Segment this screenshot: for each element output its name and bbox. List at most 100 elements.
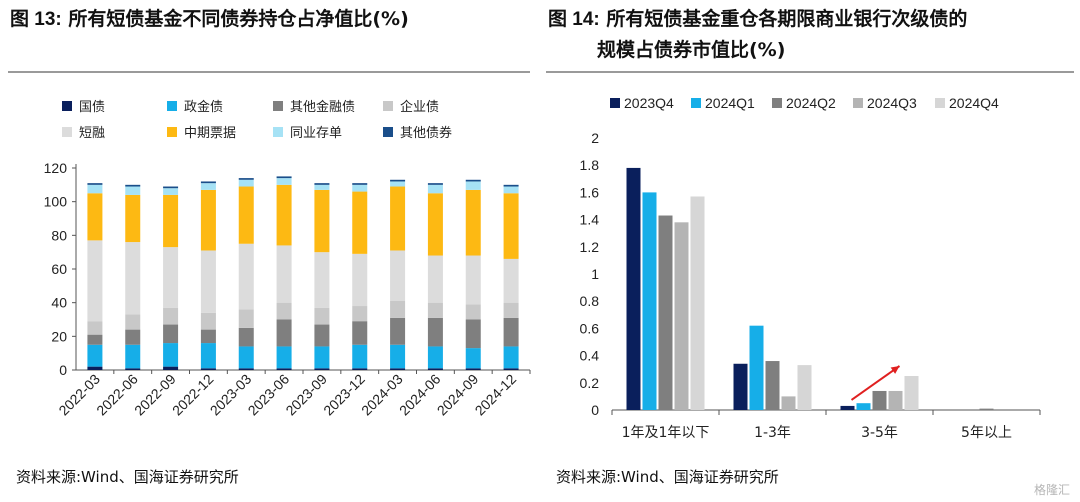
bar-segment-2024-09-5: [465, 255, 481, 305]
bar-segment-2022-06-1: [125, 368, 141, 370]
y-tick-label: 1: [591, 266, 599, 282]
y-tick-label: 2: [591, 130, 599, 146]
bar-segment-2022-09-3: [163, 324, 179, 344]
bar-segment-2022-03-1: [87, 366, 103, 370]
bar-segment-2023-06-5: [276, 245, 292, 303]
bar-segment-2022-12-3: [200, 329, 216, 344]
bar-segment-2023-06-6: [276, 184, 292, 246]
red-arrow-head: [890, 366, 900, 374]
bar-segment-2023-12-5: [352, 253, 368, 307]
right-bars: [626, 167, 994, 410]
bar-segment-2022-03-6: [87, 193, 103, 241]
bar-segment-2024-12-1: [503, 368, 519, 370]
bar-segment-2022-03-7: [87, 184, 103, 194]
legend-swatch-5: [62, 127, 72, 137]
left-chart-title: 图 13: 所有短债基金不同债券持仓占净值比(%): [10, 4, 530, 35]
bar-segment-2024-12-4: [503, 302, 519, 318]
bar-segment-2024-09-3: [465, 319, 481, 349]
legend-swatch-2: [167, 101, 177, 111]
bar-segment-2022-09-5: [163, 247, 179, 308]
bar-segment-2023-12-8: [352, 183, 368, 185]
left-source-note: 资料来源:Wind、国海证券研究所: [16, 468, 239, 486]
y-tick-label: 20: [51, 328, 67, 344]
bar-segment-2022-03-3: [87, 334, 103, 345]
legend-label-2023Q4: 2023Q4: [624, 95, 674, 111]
x-tick-label: 2024-12: [472, 371, 520, 419]
bar-segment-2023-06-1: [276, 368, 292, 370]
left-bars: [87, 176, 519, 370]
legend-swatch-2024Q2: [772, 98, 782, 108]
bar-segment-2022-06-7: [125, 186, 141, 195]
bar-segment-2023-12-1: [352, 368, 368, 370]
right-legend: 2023Q4 2024Q1 2024Q2 2024Q3 2024Q4: [610, 95, 999, 111]
bar-segment-2024-06-6: [427, 193, 443, 256]
bar-segment-2023-03-6: [238, 186, 254, 244]
bar-3-5年-2024Q4: [904, 376, 919, 410]
right-title-text: 所有短债基金重仓各期限商业银行次级债的: [606, 8, 968, 30]
bar-segment-2022-06-6: [125, 194, 141, 243]
legend-label-6: 中期票据: [184, 126, 236, 141]
bar-1年及1年以下-2023Q4: [626, 167, 641, 410]
legend-swatch-2024Q3: [853, 98, 863, 108]
bar-segment-2023-06-2: [276, 346, 292, 369]
bar-segment-2023-03-3: [238, 327, 254, 347]
bar-segment-2024-09-1: [465, 368, 481, 370]
y-tick-label: 1.8: [580, 157, 600, 173]
bar-segment-2023-09-1: [314, 368, 330, 370]
x-tick-label: 1-3年: [754, 425, 791, 441]
left-title-prefix: 图 13:: [10, 9, 62, 30]
bar-segment-2022-06-4: [125, 314, 141, 330]
legend-swatch-1: [62, 101, 72, 111]
bar-segment-2023-06-7: [276, 178, 292, 185]
bar-segment-2022-12-7: [200, 183, 216, 190]
y-tick-label: 0.6: [580, 320, 600, 336]
bar-segment-2024-09-7: [465, 181, 481, 190]
bar-segment-2023-06-4: [276, 302, 292, 320]
bar-segment-2024-12-6: [503, 193, 519, 259]
bar-1-3年-2024Q1: [749, 325, 764, 410]
bar-segment-2022-12-2: [200, 343, 216, 369]
bar-segment-2024-03-4: [390, 300, 406, 318]
watermark-logo: 格隆汇: [1033, 483, 1070, 497]
bar-segment-2024-03-1: [390, 368, 406, 370]
y-tick-label: 0.2: [580, 375, 600, 391]
y-tick-label: 80: [51, 227, 67, 243]
bar-segment-2022-12-4: [200, 312, 216, 330]
legend-swatch-2024Q4: [935, 98, 945, 108]
bar-segment-2024-12-3: [503, 317, 519, 347]
legend-swatch-3: [273, 101, 283, 111]
bar-segment-2022-03-5: [87, 240, 103, 322]
bar-segment-2024-03-8: [390, 179, 406, 182]
right-title-prefix: 图 14:: [548, 9, 600, 30]
right-title-line2: 规模占债券市值比(%): [597, 39, 786, 61]
bar-segment-2023-09-4: [314, 307, 330, 325]
bar-segment-2024-06-3: [427, 317, 443, 347]
y-tick-label: 40: [51, 295, 67, 311]
bar-segment-2023-12-2: [352, 344, 368, 369]
bar-segment-2022-03-2: [87, 344, 103, 367]
bar-segment-2024-09-8: [465, 179, 481, 182]
right-title-rule: [546, 71, 1074, 73]
bar-segment-2024-06-2: [427, 346, 443, 369]
right-grouped-bar-chart: 2023Q4 2024Q1 2024Q2 2024Q3 2024Q4 0 0.2 0.4 0.…: [580, 95, 1041, 441]
bar-1年及1年以下-2024Q4: [690, 196, 705, 410]
legend-label-8: 其他债券: [400, 125, 452, 141]
bar-segment-2023-03-1: [238, 368, 254, 370]
y-tick-label: 1.6: [580, 184, 600, 200]
legend-swatch-4: [383, 101, 393, 111]
bar-segment-2022-03-8: [87, 183, 103, 185]
bar-3-5年-2024Q2: [872, 390, 887, 410]
bar-segment-2023-12-4: [352, 306, 368, 322]
bar-segment-2024-06-8: [427, 183, 443, 185]
bar-segment-2022-09-7: [163, 188, 179, 195]
bar-segment-2024-03-5: [390, 250, 406, 301]
bar-segment-2024-12-2: [503, 346, 519, 369]
bar-segment-2023-03-4: [238, 309, 254, 328]
bar-segment-2023-12-7: [352, 184, 368, 192]
bar-segment-2024-06-4: [427, 302, 443, 318]
left-title-rule: [8, 71, 530, 73]
legend-label-7: 同业存单: [290, 126, 342, 141]
bar-5年以上-2024Q2: [979, 408, 994, 410]
